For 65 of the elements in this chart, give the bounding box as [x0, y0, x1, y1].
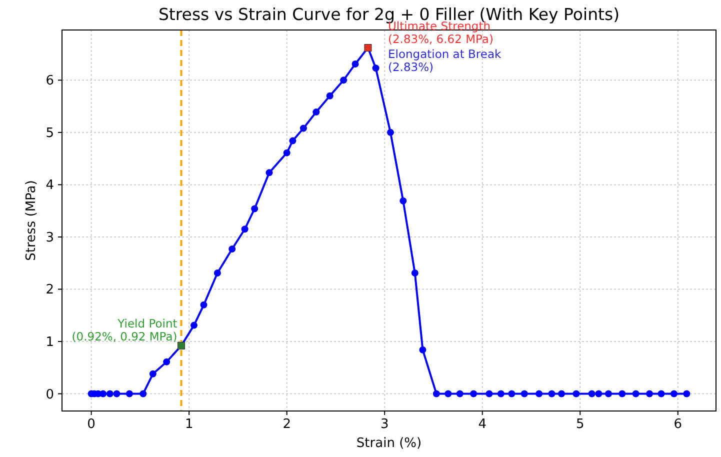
point [372, 64, 380, 72]
point [326, 92, 334, 100]
point [100, 390, 107, 398]
point [444, 390, 452, 398]
y-axis-title: Stress (MPa) [24, 180, 39, 261]
point [289, 137, 296, 144]
y-tick-label: 4 [46, 178, 54, 194]
x-tick-label: 6 [674, 417, 682, 432]
point [432, 390, 440, 398]
point [352, 60, 359, 68]
point [683, 390, 690, 398]
point [251, 205, 258, 212]
x-tick-label: 1 [184, 417, 194, 432]
y-tick-label: 1 [46, 334, 54, 350]
point [558, 390, 566, 398]
x-axis-title: Strain (%) [356, 436, 422, 451]
point [106, 390, 114, 398]
x-tick-label: 4 [478, 417, 486, 432]
point [456, 390, 464, 398]
point [658, 390, 665, 398]
x-tick-label: 5 [576, 417, 584, 432]
point [411, 270, 418, 277]
x-tick-label: 2 [282, 417, 291, 432]
x-tick-label: 3 [380, 417, 389, 432]
point [126, 390, 133, 398]
point [419, 346, 426, 354]
point [190, 322, 198, 329]
point [470, 390, 478, 398]
point [595, 390, 602, 398]
point [486, 390, 493, 398]
point [340, 76, 348, 84]
point [520, 390, 528, 398]
annotation: Yield Point (0.92%, 0.92 MPa) [72, 316, 178, 344]
point [646, 390, 654, 398]
point [572, 390, 580, 398]
point [632, 390, 640, 398]
y-tick-label: 2 [46, 282, 54, 298]
point [508, 390, 516, 398]
point [312, 108, 320, 116]
point [618, 390, 626, 398]
y-tick-label: 5 [46, 126, 54, 141]
y-tick-label: 3 [46, 230, 54, 246]
point [266, 169, 273, 176]
point [228, 245, 236, 252]
point [548, 390, 556, 398]
y-tick-label: 6 [46, 74, 54, 89]
point [588, 390, 596, 398]
point [300, 124, 307, 132]
point [163, 358, 170, 366]
point [241, 226, 248, 233]
point [200, 301, 208, 308]
point [283, 149, 290, 156]
point [497, 390, 504, 398]
point [536, 390, 543, 398]
point [113, 390, 120, 398]
x-tick-label: 0 [87, 417, 96, 432]
point [604, 390, 612, 398]
annotation: Elongation at Break (2.83%) [388, 46, 502, 74]
point [140, 390, 147, 398]
point [400, 197, 407, 204]
point [149, 370, 156, 378]
point [386, 128, 394, 136]
point [214, 270, 221, 277]
y-tick-label: 0 [46, 387, 54, 402]
point [670, 390, 678, 398]
